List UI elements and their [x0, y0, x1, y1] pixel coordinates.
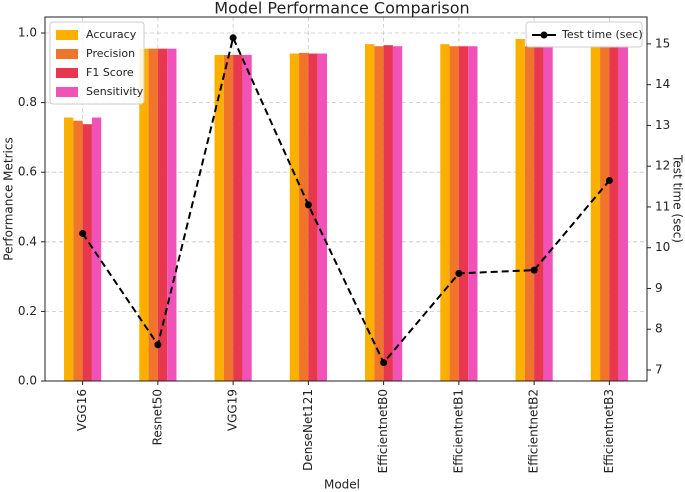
bar	[524, 46, 535, 382]
legend-y2-marker	[540, 31, 548, 39]
x-axis-label: Model	[324, 478, 360, 492]
legend-swatch	[56, 30, 78, 40]
bar	[515, 38, 525, 381]
y-tick-label: 0.6	[18, 165, 37, 179]
y-tick-label: 0.4	[18, 234, 37, 248]
bar	[392, 46, 403, 382]
plot-frame	[44, 16, 648, 382]
bar	[449, 46, 459, 382]
bar	[242, 54, 252, 382]
x-tick-label: EfficientnetB1	[451, 389, 465, 473]
bar	[214, 54, 224, 382]
bar	[618, 46, 628, 382]
x-tick-label: EfficientnetB2	[527, 389, 541, 473]
bar	[299, 52, 309, 382]
bar	[317, 53, 327, 382]
bar	[383, 45, 393, 382]
bar	[167, 48, 177, 382]
y-tick-label: 0.0	[18, 374, 37, 388]
bar	[289, 53, 300, 382]
y2-tick-label: 10	[655, 240, 670, 254]
y2-tick-label: 9	[655, 281, 663, 295]
line-marker	[380, 359, 388, 367]
bar	[233, 54, 243, 382]
bar	[73, 120, 83, 381]
bar	[600, 46, 610, 382]
line-marker	[79, 229, 87, 237]
y2-tick-label: 14	[655, 77, 670, 91]
bar	[365, 44, 375, 381]
y2-tick-label: 13	[655, 118, 670, 132]
legend-y2-label: Test time (sec)	[561, 28, 643, 41]
bar	[148, 48, 158, 382]
chart-title: Model Performance Comparison	[214, 0, 469, 18]
x-tick-label: VGG19	[226, 389, 240, 431]
legend-label: Precision	[86, 47, 135, 60]
bar	[458, 46, 469, 382]
x-tick-label: Resnet50	[150, 389, 164, 445]
bar	[440, 44, 450, 381]
y-axis-label: Performance Metrics	[2, 137, 16, 260]
line-marker	[605, 176, 613, 184]
bar	[139, 48, 149, 382]
y2-tick-label: 12	[655, 159, 670, 173]
bar	[374, 46, 384, 382]
y-tick-label: 1.0	[18, 26, 37, 40]
bar	[223, 54, 234, 382]
legend-swatch	[56, 68, 78, 78]
y-tick-label: 0.8	[18, 95, 37, 109]
legend-label: F1 Score	[86, 66, 134, 79]
y2-axis-label: Test time (sec)	[671, 154, 685, 243]
y2-tick-label: 15	[655, 36, 670, 50]
y2-tick-label: 11	[655, 199, 670, 213]
line-marker	[304, 201, 312, 209]
x-tick-label: VGG16	[75, 389, 89, 431]
line	[81, 34, 611, 365]
bar	[91, 117, 102, 381]
bar	[308, 53, 318, 382]
x-tick-label: EfficientnetB3	[602, 389, 616, 473]
x-tick-label: EfficientnetB0	[376, 389, 390, 473]
y2-tick-label: 7	[655, 362, 663, 376]
legend-label: Accuracy	[86, 28, 137, 41]
bar	[157, 48, 168, 382]
x-tick-label: DenseNet121	[301, 389, 315, 471]
bar	[543, 46, 553, 382]
y-tick-label: 0.2	[18, 304, 37, 318]
bar	[64, 117, 74, 381]
legend-box	[49, 21, 145, 105]
bar	[468, 46, 478, 382]
legend-label: Sensitivity	[86, 85, 144, 98]
legend-y2-box	[525, 21, 643, 48]
bar	[609, 46, 619, 382]
line-marker	[455, 269, 463, 277]
line-marker	[229, 34, 237, 42]
line-marker	[530, 266, 538, 274]
y2-tick-label: 8	[655, 322, 663, 336]
legend-swatch	[56, 87, 78, 97]
bar	[82, 124, 92, 381]
line-marker	[154, 341, 162, 349]
bar	[590, 46, 601, 382]
bar	[534, 46, 544, 382]
legend-swatch	[56, 49, 78, 59]
